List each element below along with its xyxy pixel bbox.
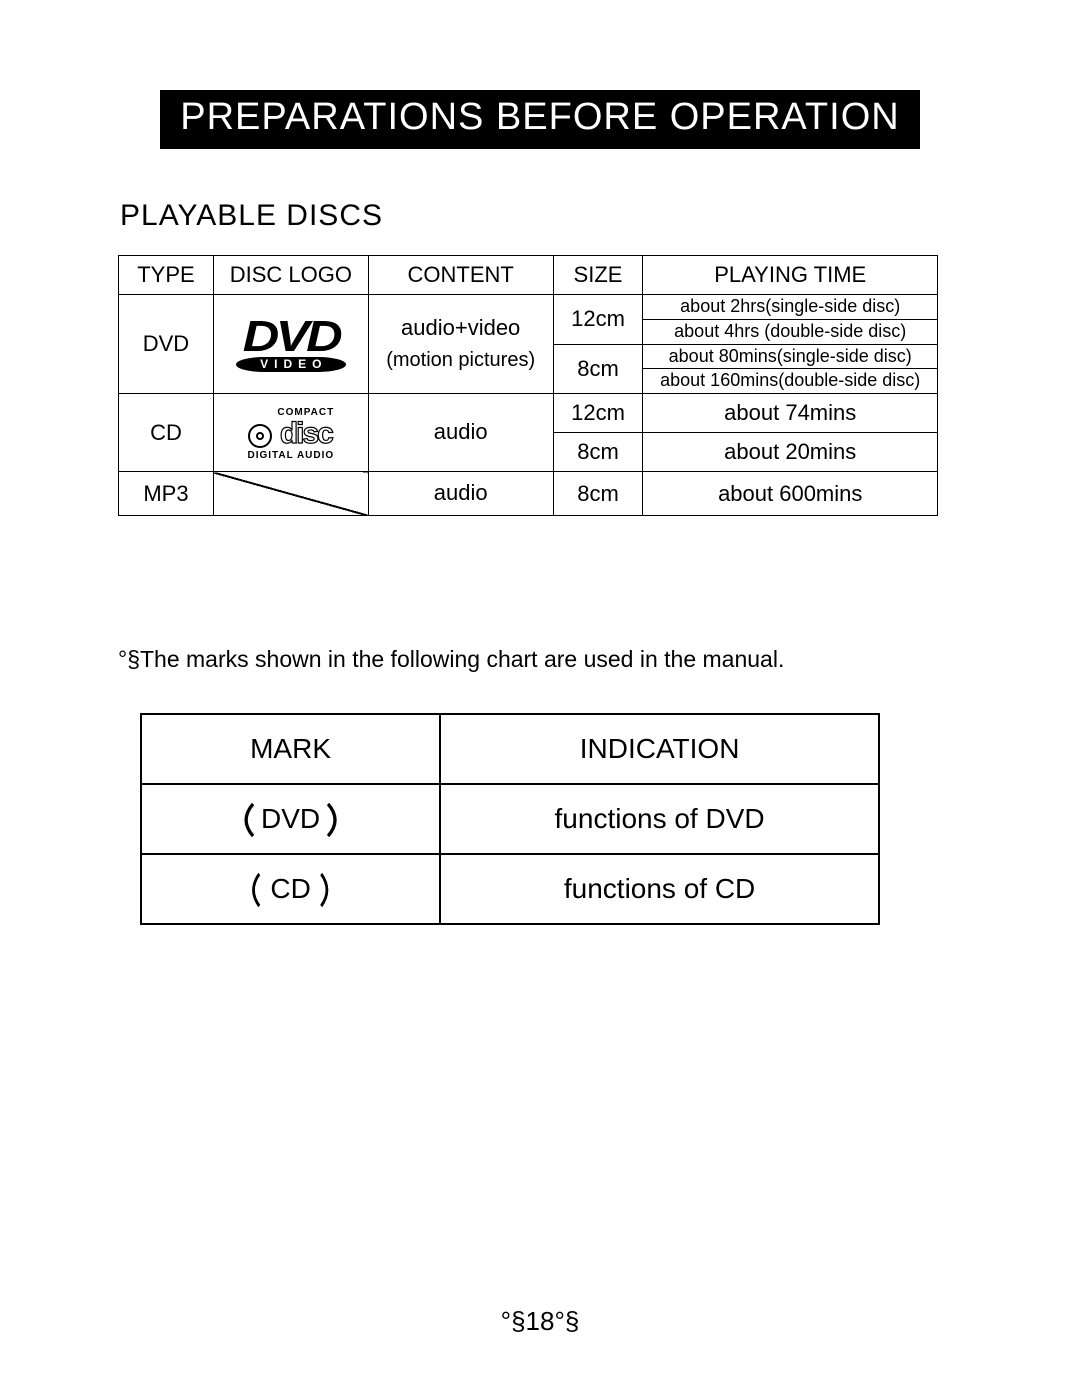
cd-mark-label: CD (270, 873, 310, 904)
table-row: CD functions of CD (141, 854, 879, 924)
cell-dvd-time-3: about 80mins(single-side disc) (643, 344, 938, 369)
dvd-logo-text: DVD (243, 315, 339, 359)
cell-mp3-content: audio (368, 472, 553, 516)
note-text: The marks shown in the following chart a… (140, 646, 784, 672)
cd-logo-disc: disc (280, 417, 332, 450)
cell-cd-time-2: about 20mins (643, 433, 938, 472)
header-mark: MARK (141, 714, 440, 784)
cell-cd-logo: COMPACT disc DIGITAL AUDIO (213, 394, 368, 472)
cell-cd-size-12: 12cm (553, 394, 643, 433)
header-size: SIZE (553, 256, 643, 295)
table-row: DVD DVD VIDEO audio+video (motion pictur… (119, 295, 938, 320)
header-time: PLAYING TIME (643, 256, 938, 295)
table-header-row: TYPE DISC LOGO CONTENT SIZE PLAYING TIME (119, 256, 938, 295)
marks-note: °§The marks shown in the following chart… (118, 646, 970, 673)
cell-mp3-type: MP3 (119, 472, 214, 516)
cell-indication-dvd: functions of DVD (440, 784, 879, 854)
cell-dvd-logo: DVD VIDEO (213, 295, 368, 394)
header-indication: INDICATION (440, 714, 879, 784)
dvd-content-line1: audio+video (401, 315, 520, 340)
header-logo: DISC LOGO (213, 256, 368, 295)
dvd-logo-icon: DVD VIDEO (236, 315, 346, 372)
cell-dvd-time-4: about 160mins(double-side disc) (643, 369, 938, 394)
cd-disc-icon (247, 423, 273, 449)
marks-table: MARK INDICATION DVD functions of DVD (140, 713, 880, 925)
dvd-mark-label: DVD (261, 803, 320, 834)
header-type: TYPE (119, 256, 214, 295)
cell-cd-size-8: 8cm (553, 433, 643, 472)
cell-cd-time-1: about 74mins (643, 394, 938, 433)
cell-cd-type: CD (119, 394, 214, 472)
cell-indication-cd: functions of CD (440, 854, 879, 924)
cd-mark-badge: CD (256, 873, 324, 905)
cell-dvd-type: DVD (119, 295, 214, 394)
page-title-bar: PREPARATIONS BEFORE OPERATION (160, 90, 920, 149)
cell-dvd-time-1: about 2hrs(single-side disc) (643, 295, 938, 320)
cd-logo-digital-audio: DIGITAL AUDIO (247, 451, 334, 461)
cell-mp3-logo-empty (213, 472, 368, 516)
cell-mp3-size: 8cm (553, 472, 643, 516)
manual-page: PREPARATIONS BEFORE OPERATION PLAYABLE D… (0, 0, 1080, 1397)
table-header-row: MARK INDICATION (141, 714, 879, 784)
table-row: MP3 audio 8cm about 600mins (119, 472, 938, 516)
cell-dvd-content: audio+video (motion pictures) (368, 295, 553, 394)
cell-mark-dvd: DVD (141, 784, 440, 854)
header-content: CONTENT (368, 256, 553, 295)
page-number: °§18°§ (0, 1306, 1080, 1337)
playable-discs-table: TYPE DISC LOGO CONTENT SIZE PLAYING TIME… (118, 255, 938, 516)
cell-mp3-time: about 600mins (643, 472, 938, 516)
cell-cd-content: audio (368, 394, 553, 472)
cell-dvd-time-2: about 4hrs (double-side disc) (643, 319, 938, 344)
section-heading: PLAYABLE DISCS (120, 199, 970, 233)
cell-mark-cd: CD (141, 854, 440, 924)
dvd-content-line2: (motion pictures) (386, 349, 535, 371)
dvd-mark-badge: DVD (247, 803, 334, 835)
compact-disc-logo-icon: COMPACT disc DIGITAL AUDIO (247, 403, 334, 461)
table-row: DVD functions of DVD (141, 784, 879, 854)
note-prefix-symbol: °§ (118, 646, 140, 672)
cell-dvd-size-8: 8cm (553, 344, 643, 394)
cell-dvd-size-12: 12cm (553, 295, 643, 345)
table-row: CD COMPACT disc DIGITAL AUDIO (119, 394, 938, 433)
